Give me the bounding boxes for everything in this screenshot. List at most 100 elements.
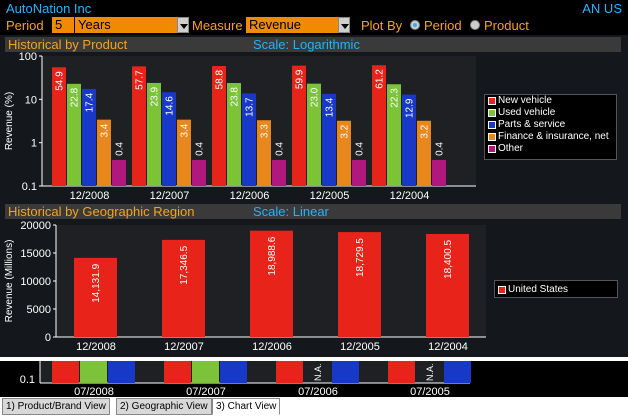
bar	[417, 120, 431, 186]
y-tick-label: 0.1	[22, 181, 37, 193]
period-label: Period	[6, 18, 44, 33]
title-bar: AutoNation Inc AN US	[0, 0, 628, 18]
data-label: 57.7	[135, 70, 146, 90]
data-label: 23.9	[150, 87, 161, 107]
x-tick-label: 12/2006	[252, 341, 292, 353]
data-label: 0.4	[195, 142, 206, 156]
plot-by-product-label[interactable]: Product	[484, 18, 529, 33]
strip-plot-area	[40, 361, 470, 383]
y-tick-label: 20000	[20, 220, 51, 232]
data-label: 58.8	[215, 70, 226, 90]
y-tick-label: 1	[31, 138, 37, 150]
section-scale-product: Scale: Logarithmic	[253, 37, 360, 52]
measure-dropdown-icon[interactable]	[338, 17, 350, 33]
strip-bar	[108, 361, 135, 383]
company-title: AutoNation Inc	[6, 1, 92, 16]
y-tick-label: 100	[19, 52, 37, 63]
data-label: 14.6	[165, 96, 176, 116]
bar	[387, 84, 401, 186]
product-legend: New vehicle Used vehicle Parts & service Fi…	[484, 94, 617, 160]
measure-select[interactable]: Revenue	[246, 17, 339, 33]
bar	[257, 120, 271, 186]
period-unit-select[interactable]: Years	[75, 17, 178, 33]
section-title-product: Historical by Product	[8, 37, 128, 52]
data-label: 3.4	[180, 123, 191, 137]
bar	[147, 82, 161, 186]
tab-chart-view[interactable]: 3) Chart View	[212, 398, 281, 415]
x-tick-label: 12/2005	[340, 341, 380, 353]
bar	[250, 230, 293, 337]
strip-bar	[276, 361, 303, 383]
section-header-product: Historical by Product Scale: Logarithmic	[5, 37, 621, 52]
tab-product-brand-view[interactable]: 1) Product/Brand View	[2, 398, 110, 415]
bar	[67, 83, 81, 186]
plot-by-product-radio[interactable]	[470, 20, 480, 30]
strip-bar	[388, 361, 415, 383]
data-label: 54.9	[55, 71, 66, 91]
bar	[242, 93, 256, 186]
y-tick-label: 10000	[20, 276, 51, 288]
plot-by-period-label[interactable]: Period	[424, 18, 462, 33]
bar	[432, 159, 446, 186]
x-tick-label: 12/2007	[150, 190, 190, 202]
bar	[402, 94, 416, 186]
x-tick-label: 12/2004	[390, 190, 430, 202]
data-label: 13.4	[325, 97, 336, 117]
na-label: N.A.	[313, 363, 323, 381]
legend-swatch	[488, 97, 496, 105]
product-chart: 100 10 1 0.1 Revenue (%) 54.9 22.8 17.4 3.4 0.4 12…	[4, 52, 476, 202]
divider	[0, 357, 628, 361]
strip-x-tick-label: 07/2007	[186, 386, 226, 397]
bar	[162, 92, 176, 186]
y-axis-label: Revenue (%)	[4, 92, 15, 150]
strip-x-tick-label: 07/2006	[298, 386, 338, 397]
bar	[372, 65, 386, 186]
strip-bar	[164, 361, 191, 383]
strip-bar	[80, 361, 107, 383]
y-axis-label: Revenue (Millions)	[4, 240, 15, 323]
strip-bar	[192, 361, 219, 383]
data-label: 14,131.9	[91, 263, 102, 302]
x-tick-label: 12/2006	[230, 190, 270, 202]
legend-swatch	[488, 121, 496, 129]
data-label: 23.0	[310, 87, 321, 107]
section-scale-geographic: Scale: Linear	[253, 204, 329, 219]
bar	[322, 93, 336, 186]
bar	[272, 159, 286, 186]
x-tick-label: 12/2007	[164, 341, 204, 353]
bar	[112, 159, 126, 186]
ticker-label: AN US	[582, 1, 622, 16]
data-label: 0.4	[355, 142, 366, 156]
legend-label: United States	[508, 284, 569, 295]
data-label: 3.4	[100, 123, 111, 137]
period-input[interactable]: 5	[52, 17, 74, 33]
plot-by-period-radio[interactable]	[410, 20, 420, 30]
controls-row: Period 5 Years Measure Revenue Plot By P…	[0, 17, 628, 35]
strip-x-tick-label: 07/2008	[74, 386, 114, 397]
geographic-chart: 20000 15000 10000 5000 0 Revenue (Millions) 14…	[4, 220, 486, 353]
bar	[352, 159, 366, 186]
tab-geographic-view[interactable]: 2) Geographic View	[116, 398, 212, 415]
bar	[337, 120, 351, 186]
period-dropdown-icon[interactable]	[177, 17, 189, 33]
bar	[426, 233, 469, 337]
data-label: 23.8	[230, 87, 241, 107]
data-label: 18,729.5	[355, 238, 366, 277]
data-label: 3.2	[340, 124, 351, 138]
bar	[132, 66, 146, 186]
data-label: 17.4	[85, 92, 96, 112]
bar	[162, 239, 205, 337]
na-label: N.A.	[425, 363, 435, 381]
legend-item: Other	[485, 143, 616, 155]
legend-item: United States	[495, 284, 617, 296]
legend-item: Finance & insurance, net	[485, 131, 616, 143]
data-label: 0.4	[275, 142, 286, 156]
geographic-legend: United States	[494, 280, 618, 298]
strip-bar	[220, 361, 247, 383]
x-tick-label: 12/2004	[428, 341, 468, 353]
legend-item: Used vehicle	[485, 107, 616, 119]
legend-swatch	[488, 145, 496, 153]
x-tick-label: 12/2005	[310, 190, 350, 202]
bar	[292, 65, 306, 186]
data-label: 0.4	[435, 142, 446, 156]
